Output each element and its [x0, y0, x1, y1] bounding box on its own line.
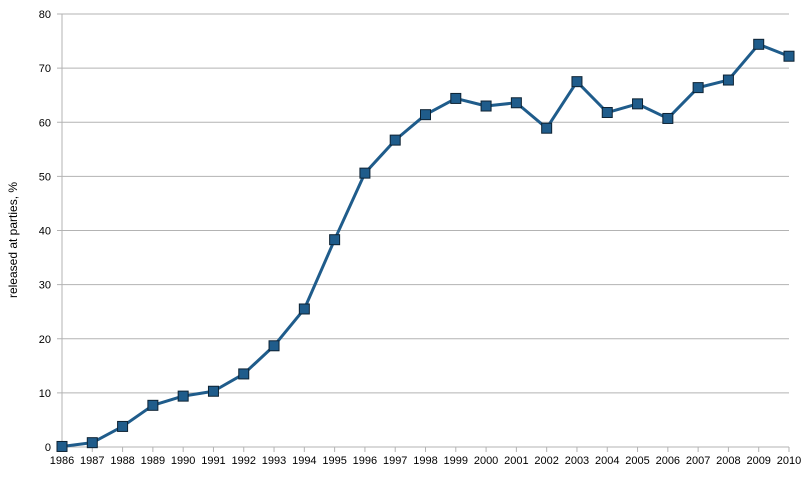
data-point — [359, 167, 371, 179]
data-point — [329, 234, 341, 246]
y-tick-label: 30 — [39, 280, 51, 292]
x-tick-label: 1986 — [50, 455, 74, 467]
x-tick-label: 2001 — [504, 455, 528, 467]
x-tick-label: 1999 — [444, 455, 468, 467]
data-point — [632, 98, 644, 110]
x-tick-labels: 1986 1987 1988 1989 1990 1991 1992 1993 1994 1995… — [50, 455, 801, 467]
data-point — [753, 38, 765, 50]
y-tick-label: 80 — [39, 9, 51, 21]
data-point — [268, 340, 280, 352]
x-tick-label: 1994 — [292, 455, 316, 467]
data-point — [56, 440, 68, 452]
data-point — [207, 385, 219, 397]
x-tick-label: 2003 — [565, 455, 589, 467]
x-tick-label: 1996 — [353, 455, 377, 467]
data-point — [722, 74, 734, 86]
data-point — [662, 112, 674, 124]
x-tick-label: 1991 — [201, 455, 225, 467]
x-tick-label: 2004 — [595, 455, 619, 467]
x-tick-label: 1988 — [110, 455, 134, 467]
data-point — [117, 420, 129, 432]
series-line — [61, 42, 790, 448]
y-tick-label: 20 — [39, 334, 51, 346]
x-tick-label: 2008 — [716, 455, 740, 467]
data-point — [571, 76, 583, 88]
x-tick-label: 2005 — [625, 455, 649, 467]
data-point — [601, 107, 613, 119]
y-tick-labels: 0 10 20 30 40 50 60 70 80 — [39, 9, 51, 454]
data-point — [692, 82, 704, 94]
x-tick-label: 1989 — [141, 455, 165, 467]
y-tick-label: 70 — [39, 63, 51, 75]
data-point — [420, 109, 431, 121]
x-tick-label: 2010 — [777, 455, 801, 467]
x-tick-label: 1998 — [413, 455, 437, 467]
series-group — [56, 38, 795, 452]
x-tick-label: 1992 — [232, 455, 256, 467]
data-point — [783, 50, 795, 62]
x-tick-label: 2002 — [534, 455, 558, 467]
x-tick-label: 2000 — [474, 455, 498, 467]
x-tick-label: 2009 — [746, 455, 770, 467]
data-point — [389, 134, 401, 146]
x-tick-label: 2006 — [656, 455, 680, 467]
grid-lines — [62, 13, 789, 394]
axes — [57, 13, 790, 452]
x-tick-label: 1990 — [171, 455, 195, 467]
x-tick-label: 1995 — [322, 455, 346, 467]
y-tick-label: 60 — [39, 117, 51, 129]
x-tick-label: 1997 — [383, 455, 407, 467]
data-point — [147, 399, 159, 411]
data-point — [298, 303, 310, 315]
y-tick-label: 40 — [39, 226, 51, 238]
data-point — [510, 97, 522, 109]
x-tick-label: 2007 — [686, 455, 710, 467]
data-point — [86, 437, 98, 449]
data-point — [238, 368, 250, 380]
x-tick-label: 1987 — [80, 455, 104, 467]
data-point — [450, 92, 462, 104]
y-tick-label: 10 — [39, 388, 51, 400]
x-tick-label: 1993 — [262, 455, 286, 467]
data-point — [541, 122, 553, 134]
y-axis-label: released at parties, % — [6, 182, 20, 298]
y-tick-label: 0 — [45, 442, 51, 454]
data-point — [480, 100, 492, 112]
data-point — [177, 390, 189, 402]
y-tick-label: 50 — [39, 171, 51, 183]
